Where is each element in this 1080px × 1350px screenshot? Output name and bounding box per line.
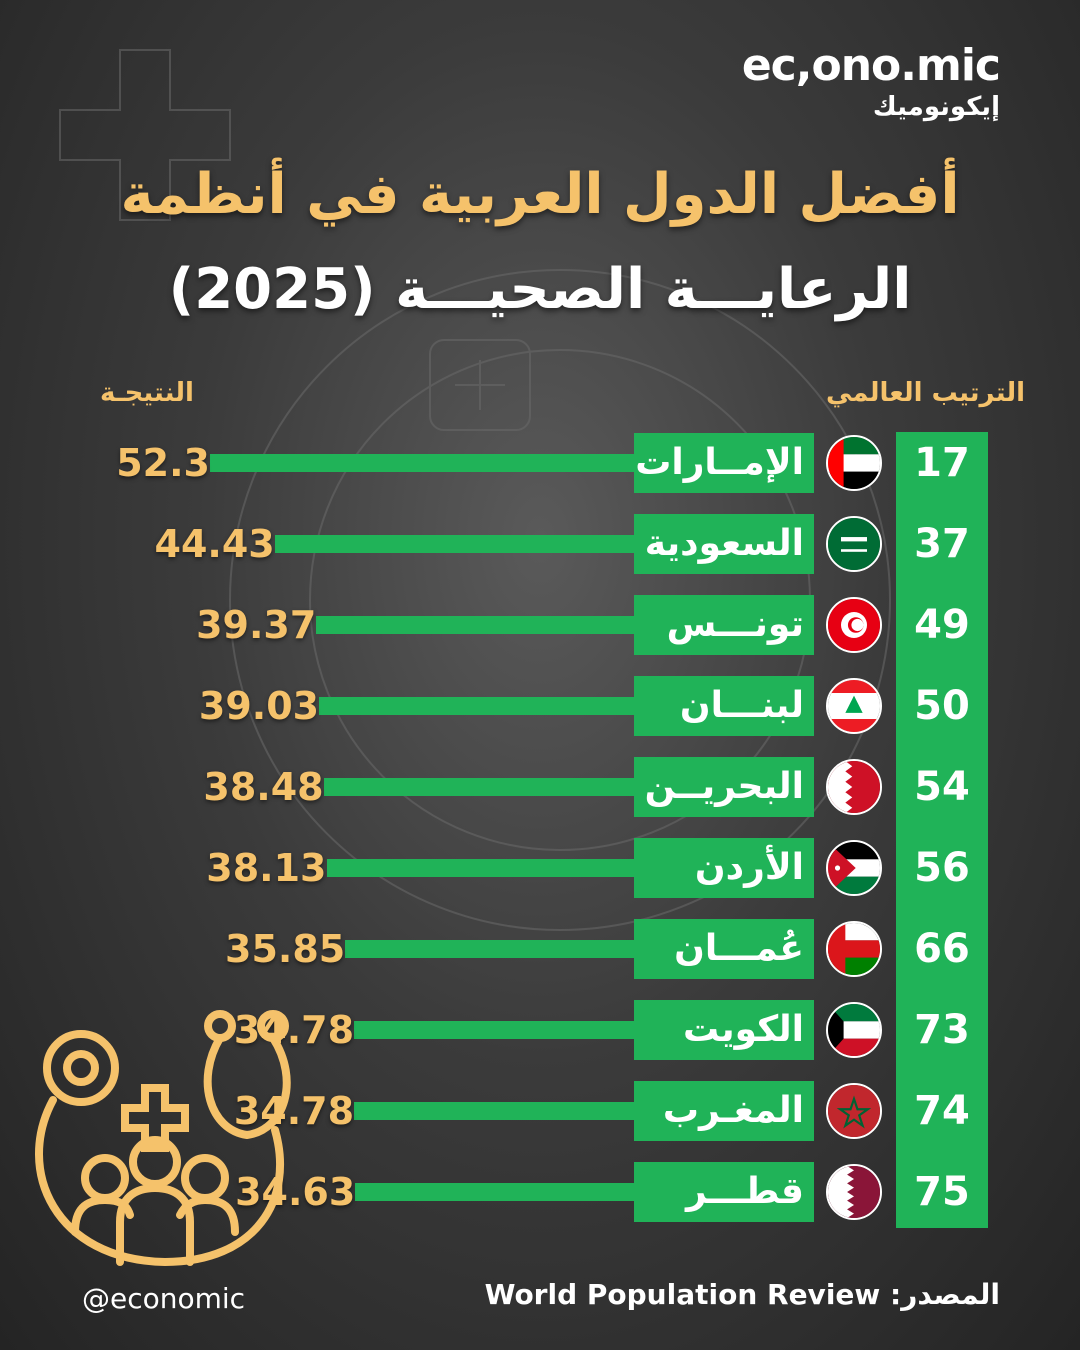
score-bar xyxy=(274,535,640,553)
uae-flag-icon xyxy=(826,435,882,491)
source-name: World Population Review xyxy=(484,1278,881,1311)
bahrain-flag-icon xyxy=(826,759,882,815)
rank-label: 73 xyxy=(914,1007,970,1053)
country-name: الأردن xyxy=(634,838,814,898)
score-label: 34.78 xyxy=(233,1089,355,1133)
score-bar xyxy=(345,940,640,958)
country-name: لبنـــان xyxy=(634,676,814,736)
country-name: البحريــن xyxy=(634,757,814,817)
score-label: 34.63 xyxy=(235,1170,356,1214)
score-bar xyxy=(319,697,640,715)
tunisia-flag-icon xyxy=(826,597,882,653)
rank-label: 75 xyxy=(914,1169,970,1215)
score-label: 38.48 xyxy=(203,765,324,809)
score-label: 44.43 xyxy=(154,522,275,566)
score-label: 38.13 xyxy=(206,846,327,890)
rank-panel xyxy=(896,432,988,1228)
brand-name-arabic: إيكونوميك xyxy=(872,92,1000,122)
qatar-flag-icon xyxy=(826,1164,882,1220)
score-bar xyxy=(326,859,640,877)
rank-label: 66 xyxy=(914,926,970,972)
country-name: تونـــس xyxy=(634,595,814,655)
country-name: السعودية xyxy=(634,514,814,574)
brand-name: ec,ono.mic xyxy=(741,40,1001,91)
score-bar xyxy=(355,1183,640,1201)
brand-logo: ec,ono.mic إيكونوميك xyxy=(741,40,1001,122)
country-name: المغـرب xyxy=(634,1081,814,1141)
rank-label: 54 xyxy=(914,764,970,810)
score-bar xyxy=(210,454,640,472)
score-bar xyxy=(323,778,640,796)
rank-label: 56 xyxy=(914,845,970,891)
country-name: الإمــارات xyxy=(634,433,814,493)
rank-label: 17 xyxy=(914,440,970,486)
jordan-flag-icon xyxy=(826,840,882,896)
chart-title-line-1: أفضل الدول العربية في أنظمة xyxy=(120,162,960,227)
morocco-flag-icon xyxy=(826,1083,882,1139)
score-bar xyxy=(354,1102,640,1120)
score-label: 35.85 xyxy=(225,927,346,971)
rank-column-header: الترتيب العالمي xyxy=(825,378,1025,408)
rank-label: 37 xyxy=(914,521,970,567)
country-name: عُمـــان xyxy=(634,919,814,979)
score-label: 39.37 xyxy=(196,603,317,647)
saudi-flag-icon xyxy=(826,516,882,572)
country-name: الكويت xyxy=(634,1000,814,1060)
score-label: 34.78 xyxy=(233,1008,355,1052)
source-credit: المصدر: World Population Review xyxy=(485,1278,1000,1311)
country-name: قطـــر xyxy=(634,1162,814,1222)
stethoscope-icon xyxy=(35,1010,291,1267)
rank-label: 74 xyxy=(914,1088,970,1134)
score-bar xyxy=(354,1021,640,1039)
rank-label: 49 xyxy=(914,602,970,648)
source-label: المصدر: xyxy=(890,1278,1000,1311)
oman-flag-icon xyxy=(826,921,882,977)
score-label: 39.03 xyxy=(198,684,320,728)
score-column-header: النتيجـة xyxy=(100,378,194,408)
score-label: 52.3 xyxy=(116,441,210,485)
lebanon-flag-icon xyxy=(826,678,882,734)
kuwait-flag-icon xyxy=(826,1002,882,1058)
chart-title-line-2: الرعايـــة الصحيـــة (2025) xyxy=(168,257,912,322)
rank-label: 50 xyxy=(914,683,970,729)
social-handle: @economic xyxy=(82,1282,246,1315)
score-bar xyxy=(316,616,640,634)
